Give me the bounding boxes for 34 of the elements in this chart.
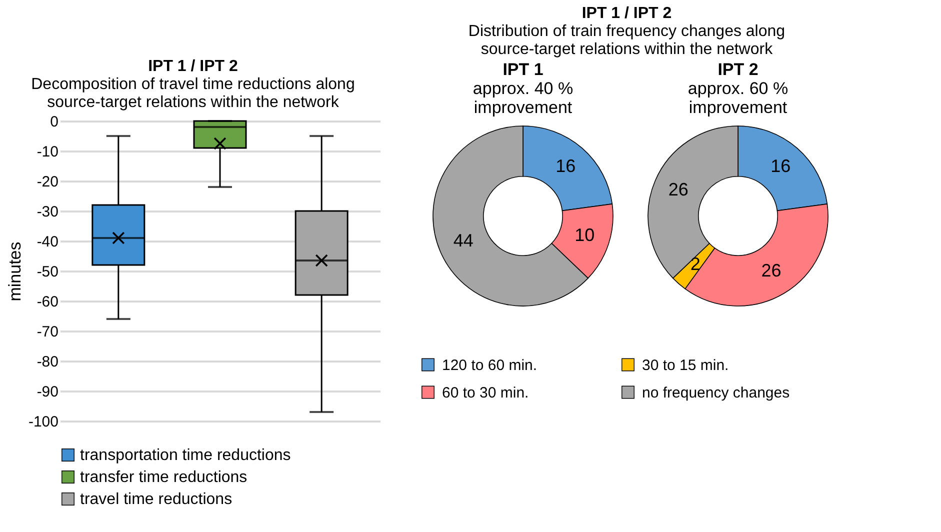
- y-tick-label: -10: [36, 144, 58, 160]
- data-label: 2: [690, 254, 700, 274]
- data-label: 16: [556, 156, 576, 176]
- y-tick-label: -20: [36, 174, 58, 190]
- y-tick-label: -90: [36, 384, 58, 400]
- legend-label: 120 to 60 min.: [442, 356, 538, 374]
- y-tick-label: -30: [36, 204, 58, 220]
- y-tick-label: -100: [28, 414, 58, 430]
- data-label: 16: [770, 156, 791, 176]
- chart-subtitle: approx. 40 % improvement: [472, 79, 574, 117]
- text: Distribution of train frequency changes along source-target relations within the network: [468, 23, 786, 58]
- text: IPT 1 / IPT 2: [582, 5, 672, 22]
- legend-label: transfer time reductions: [80, 469, 248, 486]
- legend-label: travel time reductions: [80, 491, 232, 508]
- y-tick-label: 0: [50, 114, 58, 130]
- data-label: 44: [453, 230, 474, 250]
- data-label: 26: [668, 180, 688, 200]
- y-axis-title: minutes: [5, 242, 24, 302]
- y-tick-label: -80: [36, 354, 58, 370]
- legend-label: 30 to 15 min.: [642, 356, 729, 374]
- data-label: 26: [761, 260, 782, 281]
- y-tick-label: -70: [36, 324, 58, 340]
- chart-subtitle: approx. 60 % improvement: [688, 79, 788, 117]
- y-tick-label: -50: [36, 264, 58, 280]
- chart-subtitle: Decomposition of travel time reductions along source-target relations within the network: [31, 76, 355, 111]
- chart-title: IPT 1 / IPT 2: [148, 58, 238, 75]
- legend-label: transportation time reductions: [80, 447, 291, 464]
- legend-label: no frequency changes: [642, 384, 790, 402]
- legend-label: 60 to 30 min.: [442, 384, 529, 402]
- chart-title: IPT 1: [502, 60, 544, 79]
- data-label: 10: [574, 225, 595, 246]
- chart-title: IPT 2: [718, 60, 758, 79]
- y-tick-label: -60: [36, 294, 58, 310]
- y-tick-label: -40: [36, 234, 58, 250]
